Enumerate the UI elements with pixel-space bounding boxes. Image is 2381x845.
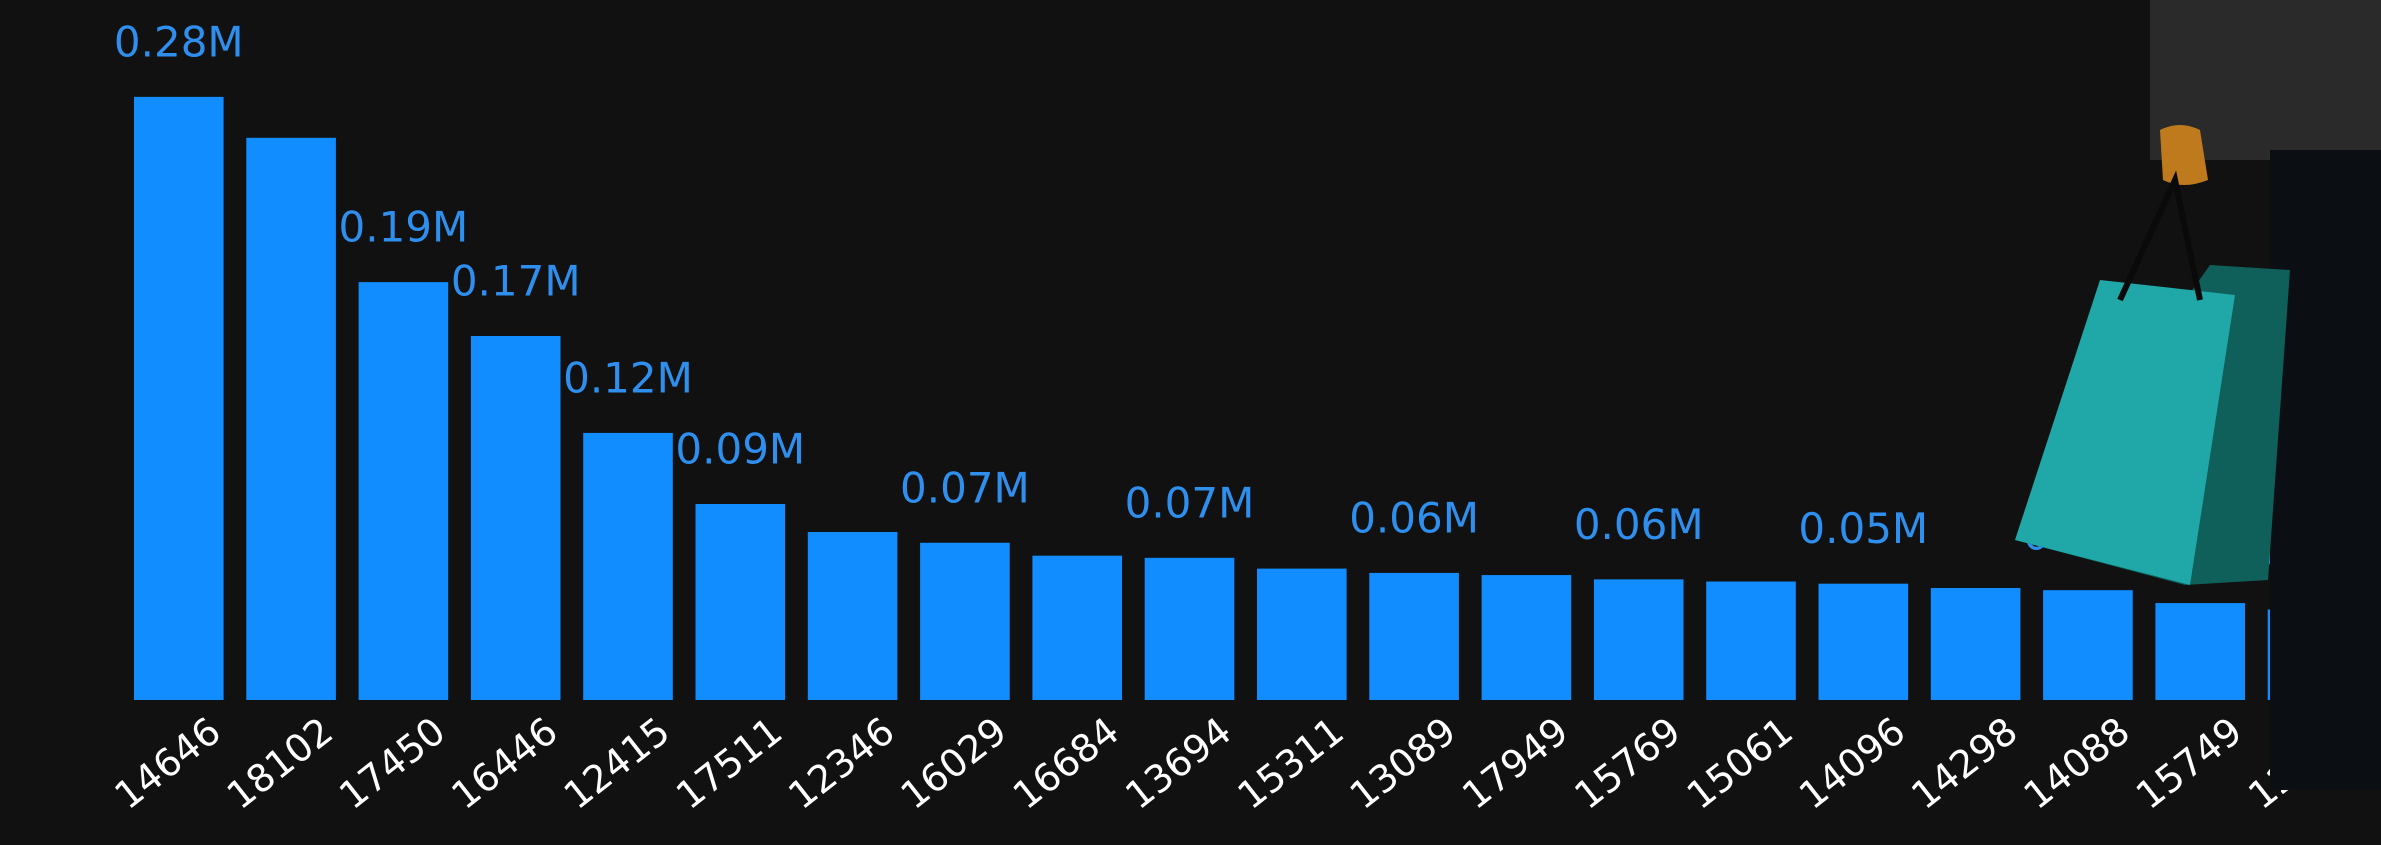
bar — [583, 432, 673, 700]
data-label: 0.05M — [1798, 504, 1928, 553]
x-tick-label: 16029 — [893, 709, 1015, 818]
decoration-shopper — [2015, 0, 2381, 790]
x-tick-label: 14298 — [1903, 709, 2025, 818]
data-label: 0.19M — [339, 203, 469, 252]
x-tick-label: 18102 — [219, 709, 341, 818]
bar — [1930, 587, 2021, 700]
bar — [358, 282, 449, 700]
x-tick-label: 15311 — [1229, 709, 1351, 818]
bar — [1818, 583, 1909, 700]
bar — [134, 96, 224, 700]
x-tick-label: 16684 — [1005, 709, 1127, 818]
data-label: 0.09M — [675, 424, 805, 473]
x-tick-label: 17450 — [331, 709, 453, 818]
x-tick-label: 15769 — [1566, 709, 1688, 818]
bar — [2155, 603, 2245, 700]
bar — [246, 137, 336, 700]
bar — [807, 531, 898, 700]
data-label: 0.17M — [451, 256, 581, 305]
data-label: 0.07M — [900, 463, 1030, 512]
hand — [2160, 125, 2208, 185]
bar — [1032, 555, 1122, 700]
bar — [470, 335, 561, 700]
bar — [920, 542, 1010, 700]
bag-front — [2015, 280, 2235, 585]
x-tick-label: 13694 — [1117, 709, 1239, 818]
legs — [2270, 150, 2381, 790]
data-label: 0.06M — [1574, 500, 1704, 549]
x-tick-label: 12346 — [780, 709, 902, 818]
bar — [2043, 590, 2133, 700]
bar — [1257, 568, 1347, 700]
x-tick-label: 16446 — [443, 709, 565, 818]
bar — [1706, 581, 1796, 700]
bar — [1481, 575, 1572, 700]
x-tick-label: 14646 — [106, 709, 228, 818]
x-tick-label: 15061 — [1679, 709, 1801, 818]
data-label: 0.07M — [1125, 478, 1255, 527]
bag-handle — [2117, 170, 2203, 302]
x-tick-label: 14096 — [1791, 709, 1913, 818]
bar — [1593, 579, 1684, 700]
bar — [695, 503, 786, 700]
x-tick-label: 14088 — [2016, 709, 2138, 818]
data-label: 0.12M — [563, 353, 693, 402]
x-tick-label: 17511 — [668, 709, 790, 818]
bar — [1369, 572, 1459, 700]
data-label: 0.06M — [1349, 493, 1479, 542]
x-tick-label: 12415 — [556, 709, 678, 818]
x-tick-label: 15749 — [2128, 709, 2250, 818]
x-tick-label: 17949 — [1454, 709, 1576, 818]
x-tick-label: 13089 — [1342, 709, 1464, 818]
data-label: 0.28M — [114, 17, 244, 66]
bar — [1144, 557, 1235, 700]
